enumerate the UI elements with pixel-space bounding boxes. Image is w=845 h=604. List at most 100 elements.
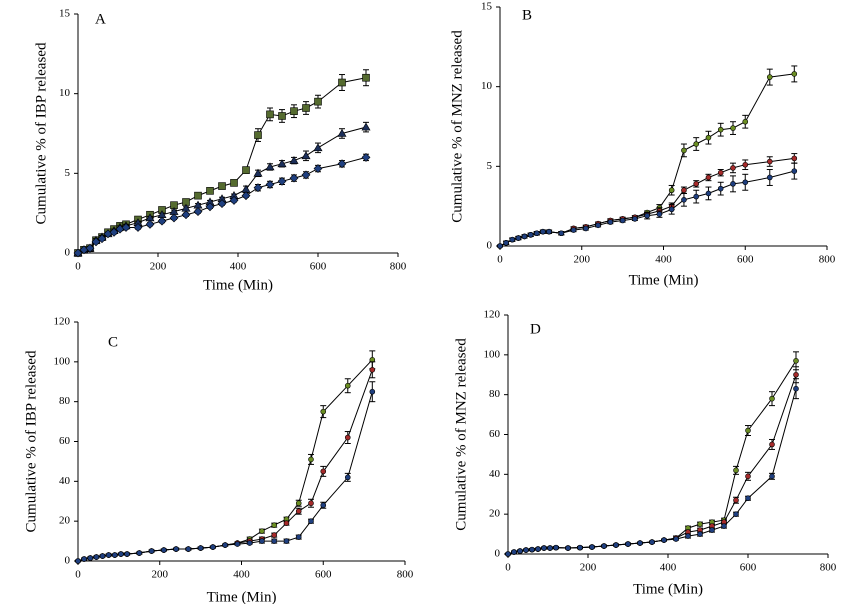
y-tick-label: 10 [59, 87, 71, 99]
marker [733, 467, 739, 474]
marker [681, 147, 687, 154]
marker [717, 185, 724, 192]
y-tick-label: 100 [54, 355, 71, 367]
marker [745, 473, 751, 480]
x-tick-label: 600 [737, 254, 754, 266]
x-tick-label: 800 [397, 569, 414, 581]
marker [361, 122, 371, 131]
marker [769, 441, 775, 448]
y-tick-label: 40 [489, 468, 501, 480]
marker [157, 216, 167, 226]
marker [793, 371, 799, 378]
marker [75, 558, 81, 564]
y-tick-label: 5 [65, 167, 71, 179]
series-line [77, 391, 373, 562]
marker [733, 511, 739, 517]
marker [742, 118, 749, 125]
marker [668, 206, 675, 213]
marker [697, 531, 703, 537]
marker [271, 532, 278, 538]
marker [222, 542, 228, 548]
marker [601, 543, 607, 549]
marker [145, 219, 155, 229]
marker [277, 159, 287, 168]
marker [541, 545, 547, 551]
marker [124, 551, 130, 557]
marker [769, 473, 775, 480]
y-tick-label: 80 [59, 395, 71, 407]
marker [337, 128, 347, 137]
marker [697, 521, 703, 527]
marker [320, 502, 327, 509]
marker [793, 358, 799, 364]
marker [705, 190, 712, 197]
marker [589, 544, 595, 550]
marker [246, 540, 253, 546]
marker [105, 552, 112, 558]
marker [254, 131, 262, 139]
marker [320, 468, 327, 475]
marker [625, 541, 631, 547]
panel: 0 5 10 15 0 200 400 600 800 Time (Min) Cumulative … [449, 1, 835, 289]
marker [289, 173, 299, 183]
marker [742, 179, 749, 186]
marker [81, 556, 87, 562]
marker [742, 161, 749, 168]
marker [229, 195, 239, 205]
x-tick-label: 200 [574, 254, 591, 266]
x-axis-label: Time (Min) [207, 589, 277, 604]
marker [313, 164, 323, 173]
marker [637, 540, 643, 546]
panel-label: B [522, 7, 532, 23]
marker [161, 547, 167, 553]
marker [681, 196, 687, 203]
marker [344, 382, 351, 389]
marker [173, 546, 179, 552]
marker [302, 104, 310, 112]
marker [509, 236, 516, 243]
series-line [499, 170, 795, 247]
marker [109, 227, 119, 237]
marker [745, 495, 751, 502]
marker [546, 228, 552, 235]
marker [547, 545, 553, 551]
marker [194, 191, 202, 200]
marker [259, 528, 265, 534]
marker [314, 97, 322, 106]
marker [583, 225, 589, 232]
x-tick-label: 600 [315, 569, 332, 581]
marker [721, 523, 727, 529]
series-line [77, 359, 373, 562]
marker [210, 544, 216, 550]
y-tick-label: 0 [65, 555, 71, 567]
x-axis-label: Time (Min) [633, 581, 703, 597]
marker [607, 219, 614, 225]
marker [656, 211, 663, 217]
y-tick-label: 5 [487, 160, 493, 172]
marker [619, 217, 626, 224]
marker [295, 508, 302, 515]
x-tick-label: 400 [230, 261, 247, 273]
marker [523, 547, 529, 553]
marker [97, 234, 107, 244]
marker [553, 544, 559, 551]
marker [369, 388, 376, 395]
marker [230, 179, 238, 187]
marker [271, 522, 278, 528]
marker [169, 213, 179, 223]
marker [301, 170, 311, 180]
marker [681, 187, 687, 194]
marker [133, 223, 143, 232]
marker [505, 551, 511, 557]
marker [649, 539, 655, 545]
marker [733, 497, 739, 504]
marker [197, 545, 204, 551]
y-tick-label: 120 [484, 309, 501, 321]
marker [540, 228, 546, 235]
marker [791, 155, 798, 162]
marker [266, 110, 274, 119]
marker [234, 541, 241, 547]
x-tick-label: 400 [655, 254, 672, 266]
marker [673, 536, 679, 542]
